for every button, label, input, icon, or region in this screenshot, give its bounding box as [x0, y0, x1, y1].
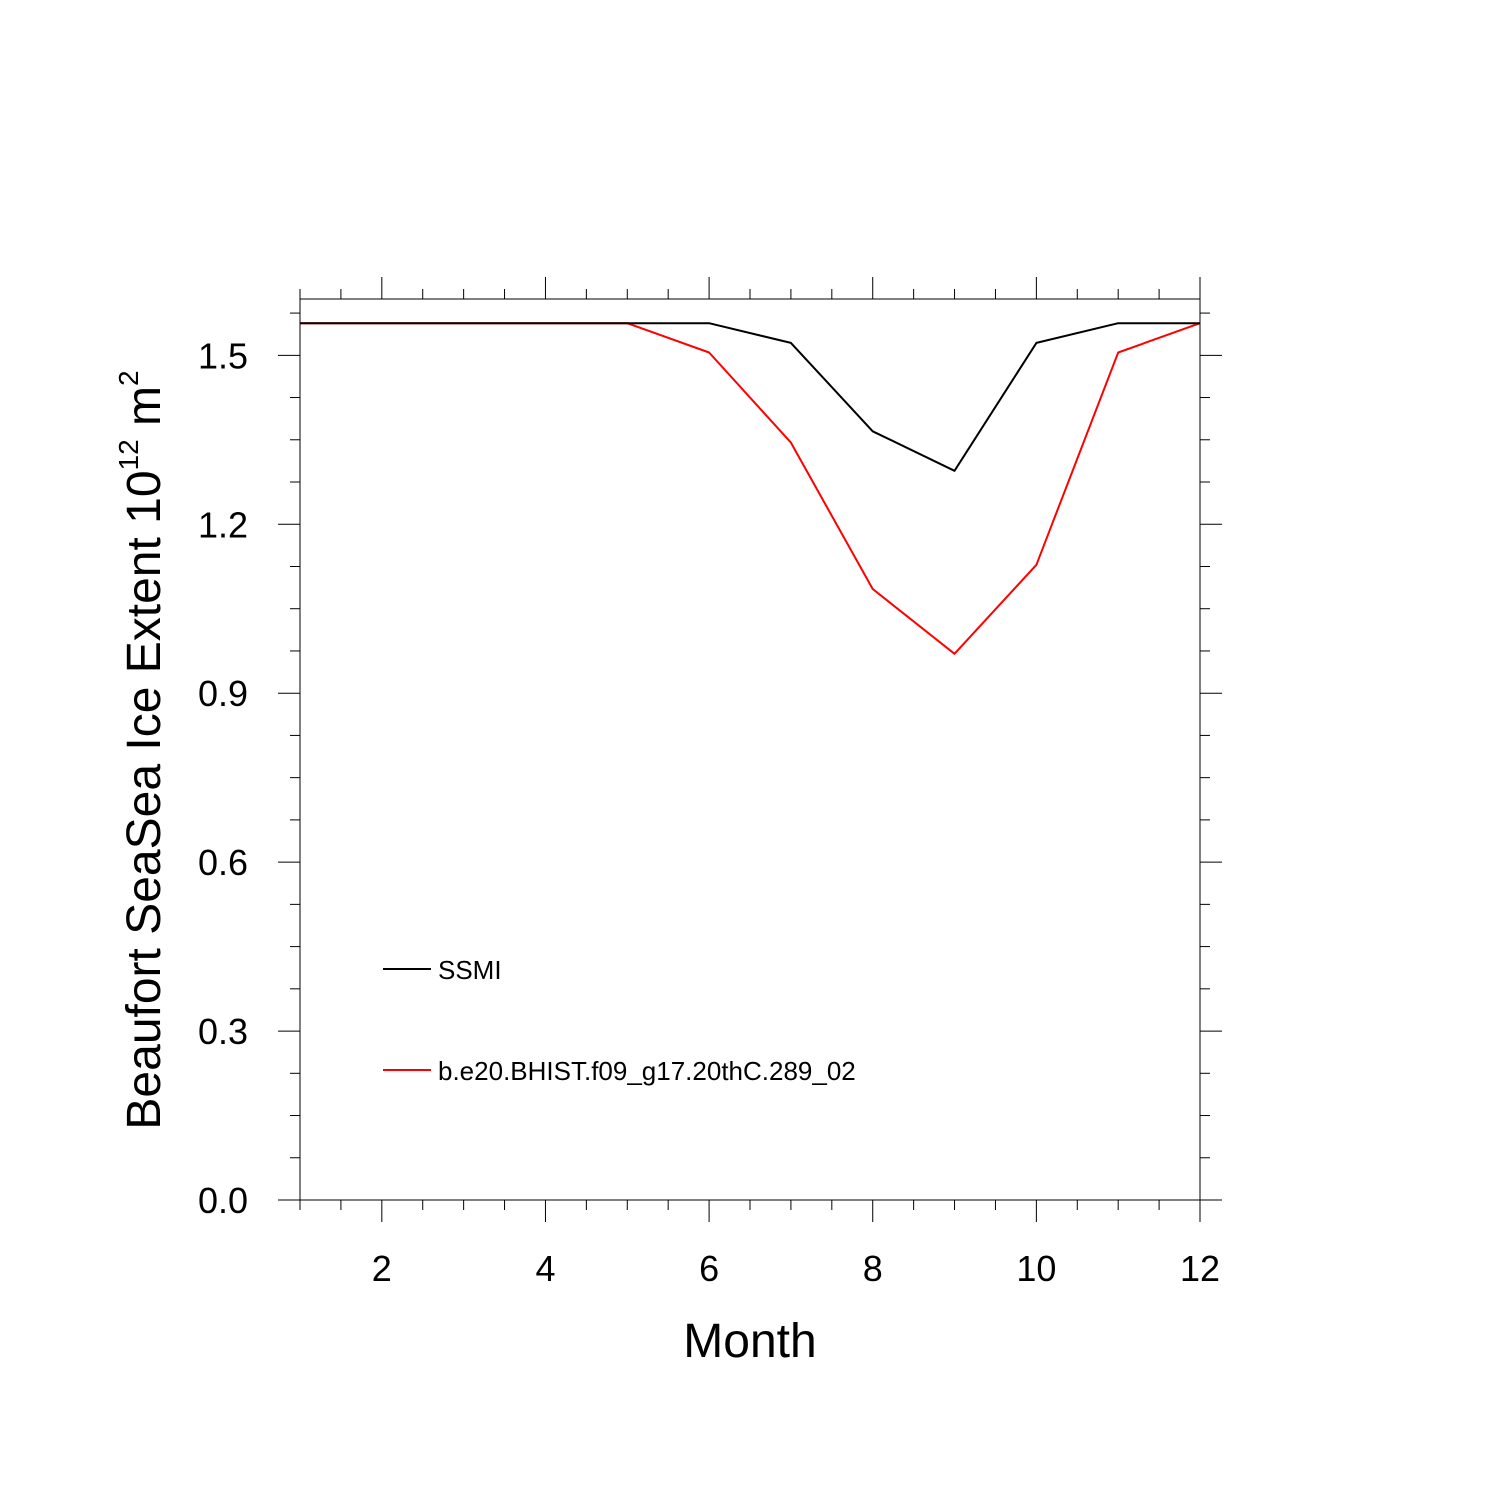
legend: SSMI b.e20.BHIST.f09_g17.20thC.289_02	[383, 955, 856, 1086]
x-tick-label: 6	[699, 1248, 719, 1289]
legend-label-ssmi: SSMI	[438, 955, 502, 985]
x-tick-label: 2	[372, 1248, 392, 1289]
x-tick-label: 10	[1016, 1248, 1056, 1289]
y-tick-labels: 0.0 0.3 0.6 0.9 1.2 1.5	[198, 335, 248, 1221]
y-axis-title: Beaufort SeaSea Ice Extent 1012 m2	[113, 370, 171, 1129]
x-tick-label: 12	[1180, 1248, 1220, 1289]
axis-ticks	[278, 277, 1222, 1222]
y-tick-label: 0.3	[198, 1011, 248, 1052]
y-tick-label: 0.0	[198, 1180, 248, 1221]
series-line-ssmi	[300, 322, 1200, 472]
series-lines	[300, 322, 1201, 655]
x-tick-label: 4	[535, 1248, 555, 1289]
y-tick-label: 1.5	[198, 335, 248, 376]
x-tick-labels: 2 4 6 8 10 12	[372, 1248, 1220, 1289]
y-axis-title-exponent: 12	[113, 439, 144, 470]
y-axis-title-main: Beaufort SeaSea Ice Extent 10	[118, 470, 171, 1129]
series-line-model	[300, 322, 1201, 655]
y-tick-label: 1.2	[198, 504, 248, 545]
y-axis-title-unit-exponent: 2	[113, 370, 144, 386]
y-axis-title-unit: m	[118, 386, 171, 439]
y-tick-label: 0.6	[198, 842, 248, 883]
x-axis-title: Month	[683, 1315, 816, 1368]
x-tick-label: 8	[863, 1248, 883, 1289]
y-tick-label: 0.9	[198, 673, 248, 714]
legend-label-model: b.e20.BHIST.f09_g17.20thC.289_02	[438, 1056, 856, 1086]
